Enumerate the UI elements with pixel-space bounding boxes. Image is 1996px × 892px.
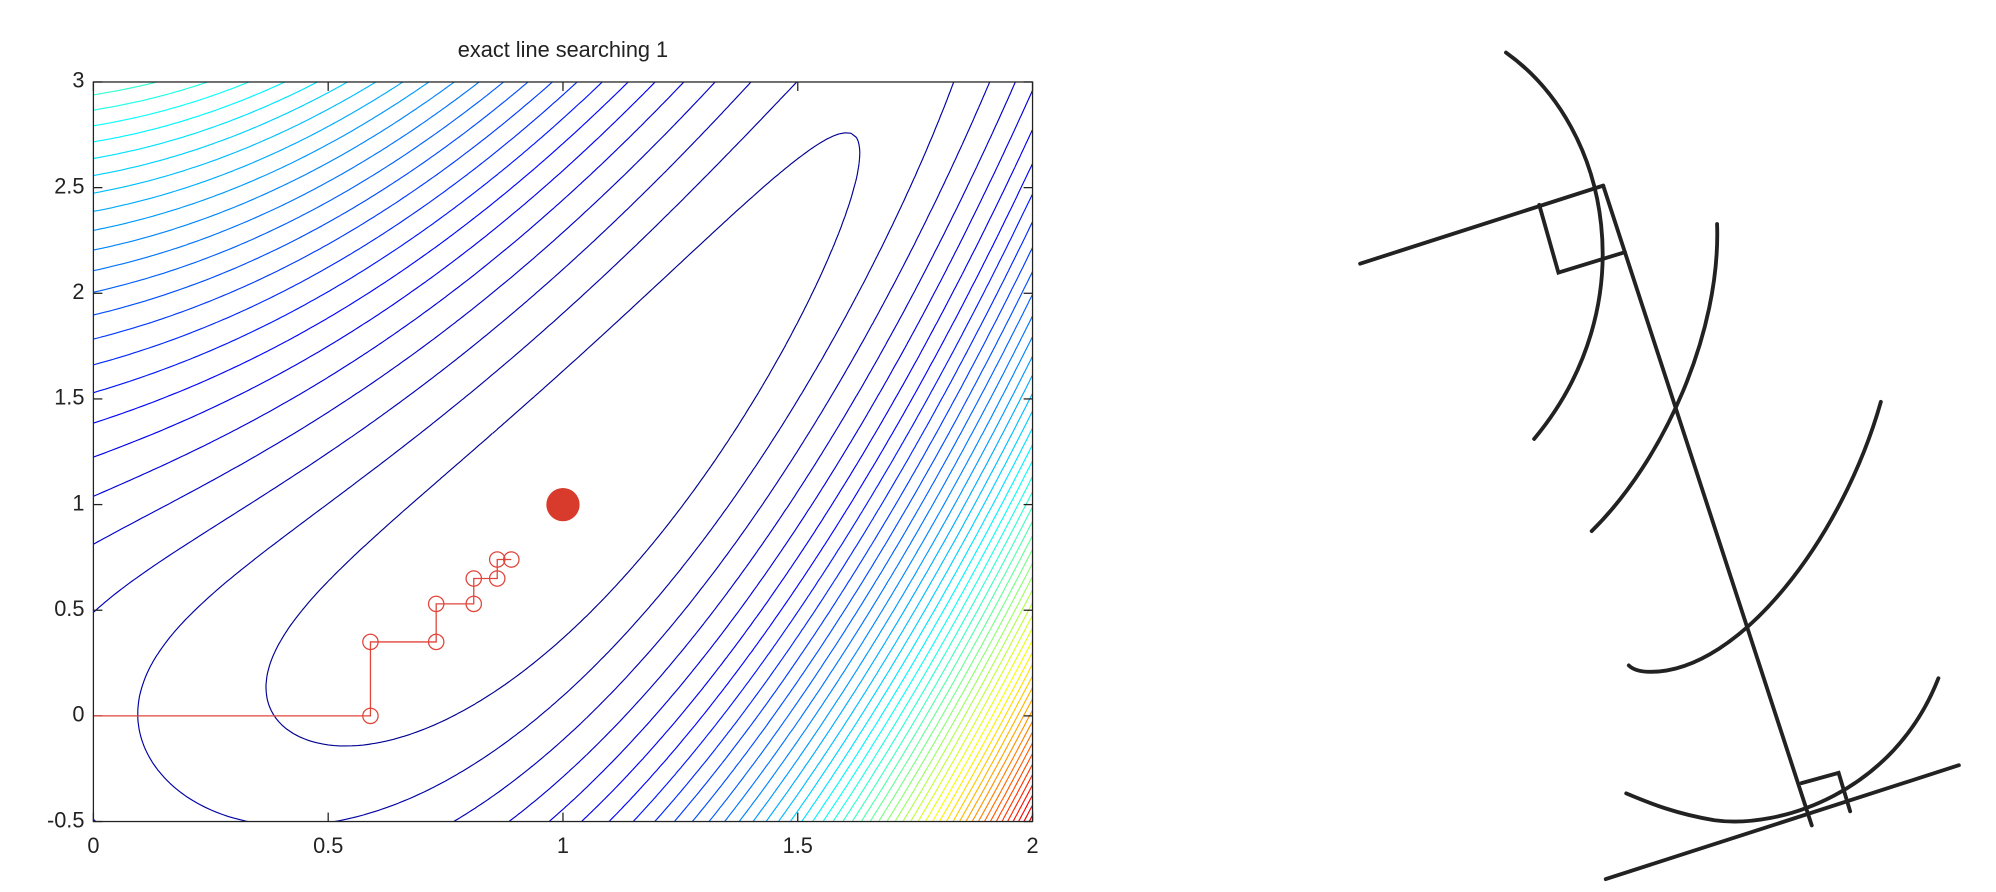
iterate-marker: [465, 570, 483, 587]
y-tick-label: 2.5: [54, 173, 84, 198]
y-tick-label: 0.5: [54, 596, 84, 621]
contour-line: [93, 81, 1033, 822]
iterate-marker: [488, 551, 506, 568]
contour-line: [995, 753, 1033, 822]
right-angle: [1537, 202, 1627, 276]
contour-line: [977, 720, 1033, 822]
right-angle: [1799, 770, 1853, 814]
contour-line: [924, 627, 1033, 822]
contour-line: [1007, 774, 1033, 822]
contour-line: [894, 576, 1033, 822]
contour-line: [989, 742, 1033, 822]
iterate-marker: [362, 707, 379, 725]
y-tick-label: 1.5: [54, 385, 84, 410]
contour-line: [93, 81, 1033, 822]
contour-line: [851, 506, 1033, 822]
contour-plot: [93, 81, 1033, 822]
contour-line: [910, 602, 1033, 822]
level-curve: [1624, 676, 1941, 824]
y-tick-label: 3: [72, 68, 84, 93]
iterate-marker: [427, 633, 445, 651]
contour-line: [1023, 804, 1033, 822]
tangent-line: [1358, 183, 1606, 266]
y-tick-label: 2: [72, 279, 84, 304]
level-curve: [1626, 399, 1883, 674]
contour-line: [945, 663, 1033, 822]
tangent-line: [1603, 763, 1961, 882]
axes-box: [92, 81, 1034, 823]
contour-line: [1017, 794, 1033, 822]
contour-line: [93, 81, 1033, 822]
contour-line: [878, 549, 1033, 822]
contour-line: [917, 615, 1033, 822]
contour-line: [93, 81, 1033, 822]
y-tick-label: 0: [72, 702, 84, 727]
contour-line: [93, 81, 1033, 822]
contour-line: [93, 81, 1016, 822]
chart-title: exact line searching 1: [458, 37, 668, 62]
level-curve: [1589, 222, 1720, 534]
iterate-marker: [488, 570, 506, 587]
contour-line: [93, 81, 1033, 822]
contour-line: [952, 675, 1033, 822]
contour-line: [93, 81, 1033, 822]
x-tick-label: 0.5: [313, 833, 343, 858]
contour-line: [965, 698, 1033, 822]
contour-line: [983, 731, 1033, 822]
iterate-marker: [465, 595, 483, 613]
contour-line: [869, 535, 1033, 822]
x-tick-label: 0: [87, 833, 99, 858]
contour-line: [93, 81, 1033, 822]
normal-line: [1601, 183, 1814, 828]
iterate-path: [93, 558, 512, 717]
contour-line: [93, 81, 1033, 822]
contour-line: [93, 81, 1033, 822]
level-curve: [1504, 50, 1605, 441]
contour-line: [137, 81, 955, 822]
contour-line: [860, 520, 1033, 822]
geometry-diagram: [1358, 50, 1961, 882]
contour-line: [93, 81, 1033, 822]
contour-line: [93, 81, 1033, 822]
contour-line: [93, 81, 1033, 822]
contour-line: [93, 81, 1033, 822]
contour-line: [93, 81, 1033, 822]
contour-line: [265, 132, 861, 747]
contour-line: [1001, 763, 1033, 822]
chart: 0 0.5 1 1.5 2-0.500.511.522.53: [47, 68, 1039, 858]
contour-line: [93, 81, 1033, 822]
iterate-marker: [427, 595, 445, 613]
contour-line: [93, 81, 1033, 822]
x-tick-label: 2: [1026, 833, 1038, 858]
contour-line: [93, 81, 991, 822]
x-tick-label: 1: [557, 833, 569, 858]
contour-line: [886, 562, 1033, 822]
y-tick-label: 1: [72, 490, 84, 515]
x-tick-label: 1.5: [783, 833, 813, 858]
contour-line: [939, 651, 1033, 822]
contour-line: [1012, 784, 1033, 822]
contour-line: [93, 81, 1033, 822]
minimum-marker: [546, 487, 580, 522]
iterate-marker: [362, 633, 379, 651]
contour-line: [971, 709, 1033, 822]
iterate-marker: [503, 551, 520, 568]
contour-line: [93, 81, 1033, 822]
contour-line: [902, 589, 1033, 822]
y-tick-label: -0.5: [47, 807, 84, 832]
contour-line: [958, 687, 1033, 822]
contour-line: [932, 639, 1033, 822]
